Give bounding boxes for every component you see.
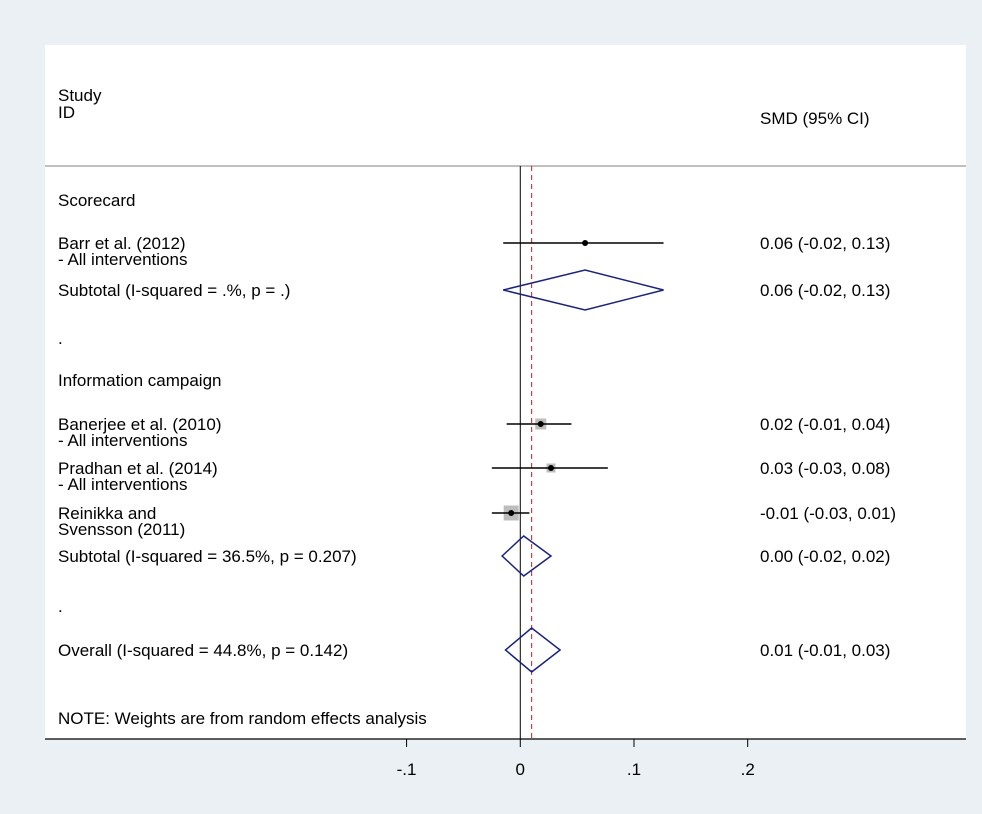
weights-note: NOTE: Weights are from random effects an… [58,709,427,728]
study-label: Barr et al. (2012) [58,234,186,253]
x-tick-label: 0 [516,760,525,779]
plot-panel [45,45,966,739]
study-sublabel: - All interventions [58,475,187,494]
study-sublabel: - All interventions [58,431,187,450]
subtotal-label: Subtotal (I-squared = .%, p = .) [58,281,290,300]
group-heading: Information campaign [58,371,221,390]
study-ci-text: 0.02 (-0.01, 0.04) [760,415,890,434]
study-sublabel: - All interventions [58,250,187,269]
study-label: Banerjee et al. (2010) [58,415,222,434]
study-ci-text: 0.06 (-0.02, 0.13) [760,234,890,253]
point-estimate [547,465,554,471]
subtotal-diamond [503,269,664,311]
point-estimate [508,510,515,516]
subtotal-label: Subtotal (I-squared = 36.5%, p = 0.207) [58,547,357,566]
x-tick-label: .2 [741,760,755,779]
header-study-label: Study [58,86,102,105]
overall-ci-text: 0.01 (-0.01, 0.03) [760,641,890,660]
group-heading: Scorecard [58,191,135,210]
spacer-dot: . [58,597,63,616]
axis-layer: -.1 0 .1 .2 [45,738,966,779]
study-sublabel: Svensson (2011) [58,520,185,539]
study-label: Pradhan et al. (2014) [58,459,218,478]
study-ci-text: -0.01 (-0.03, 0.01) [760,504,896,523]
subtotal-diamond [500,535,553,577]
header-effect-label: SMD (95% CI) [760,109,870,128]
point-estimate [582,240,589,246]
header-id-label: ID [58,103,75,122]
study-ci-text: 0.03 (-0.03, 0.08) [760,459,890,478]
subtotal-ci-text: 0.00 (-0.02, 0.02) [760,547,890,566]
spacer-dot: . [58,329,63,348]
subtotal-ci-text: 0.06 (-0.02, 0.13) [760,281,890,300]
study-label: Reinikka and [58,504,156,523]
x-tick-label: .1 [627,760,641,779]
overall-label: Overall (I-squared = 44.8%, p = 0.142) [58,641,348,660]
overall-diamond [504,627,562,673]
point-estimate [537,421,544,427]
x-tick-label: -.1 [397,760,417,779]
